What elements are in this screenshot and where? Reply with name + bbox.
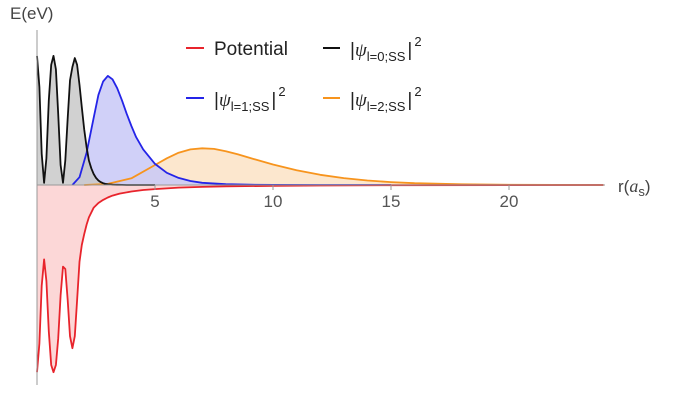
axes <box>36 30 605 385</box>
legend-item-psi1: |ψl=1;SS | 2 <box>186 84 286 114</box>
x-ticks: 5 10 15 20 <box>150 185 518 211</box>
series-line-psi1 <box>71 75 391 186</box>
y-axis-label: E(eV) <box>10 4 53 23</box>
legend-label-psi2: |ψl=2;SS | 2 <box>350 84 422 114</box>
x-tick-label: 20 <box>500 192 519 211</box>
x-axis-label: r(as) <box>618 176 651 199</box>
legend-item-psi0: |ψl=0;SS | 2 <box>323 34 422 64</box>
series-fill-psi1 <box>72 75 392 185</box>
legend-label-potential: Potential <box>214 39 288 60</box>
legend: Potential |ψl=0;SS | 2 |ψl=1;SS | 2 |ψl=2;SS… <box>186 34 422 114</box>
legend-label-psi1: |ψl=1;SS | 2 <box>214 84 286 114</box>
series-line-psi2 <box>84 147 604 186</box>
series-fill-psi2 <box>84 148 604 185</box>
x-tick-label: 10 <box>264 192 283 211</box>
x-tick-label: 5 <box>150 192 159 211</box>
legend-label-psi0: |ψl=0;SS | 2 <box>350 34 422 64</box>
series-line-potential <box>36 184 604 374</box>
x-tick-label: 15 <box>382 192 401 211</box>
legend-item-psi2: |ψl=2;SS | 2 <box>323 84 422 114</box>
legend-item-potential: Potential <box>186 39 288 60</box>
series-fill-potential <box>37 185 604 373</box>
series-fills <box>37 55 604 373</box>
